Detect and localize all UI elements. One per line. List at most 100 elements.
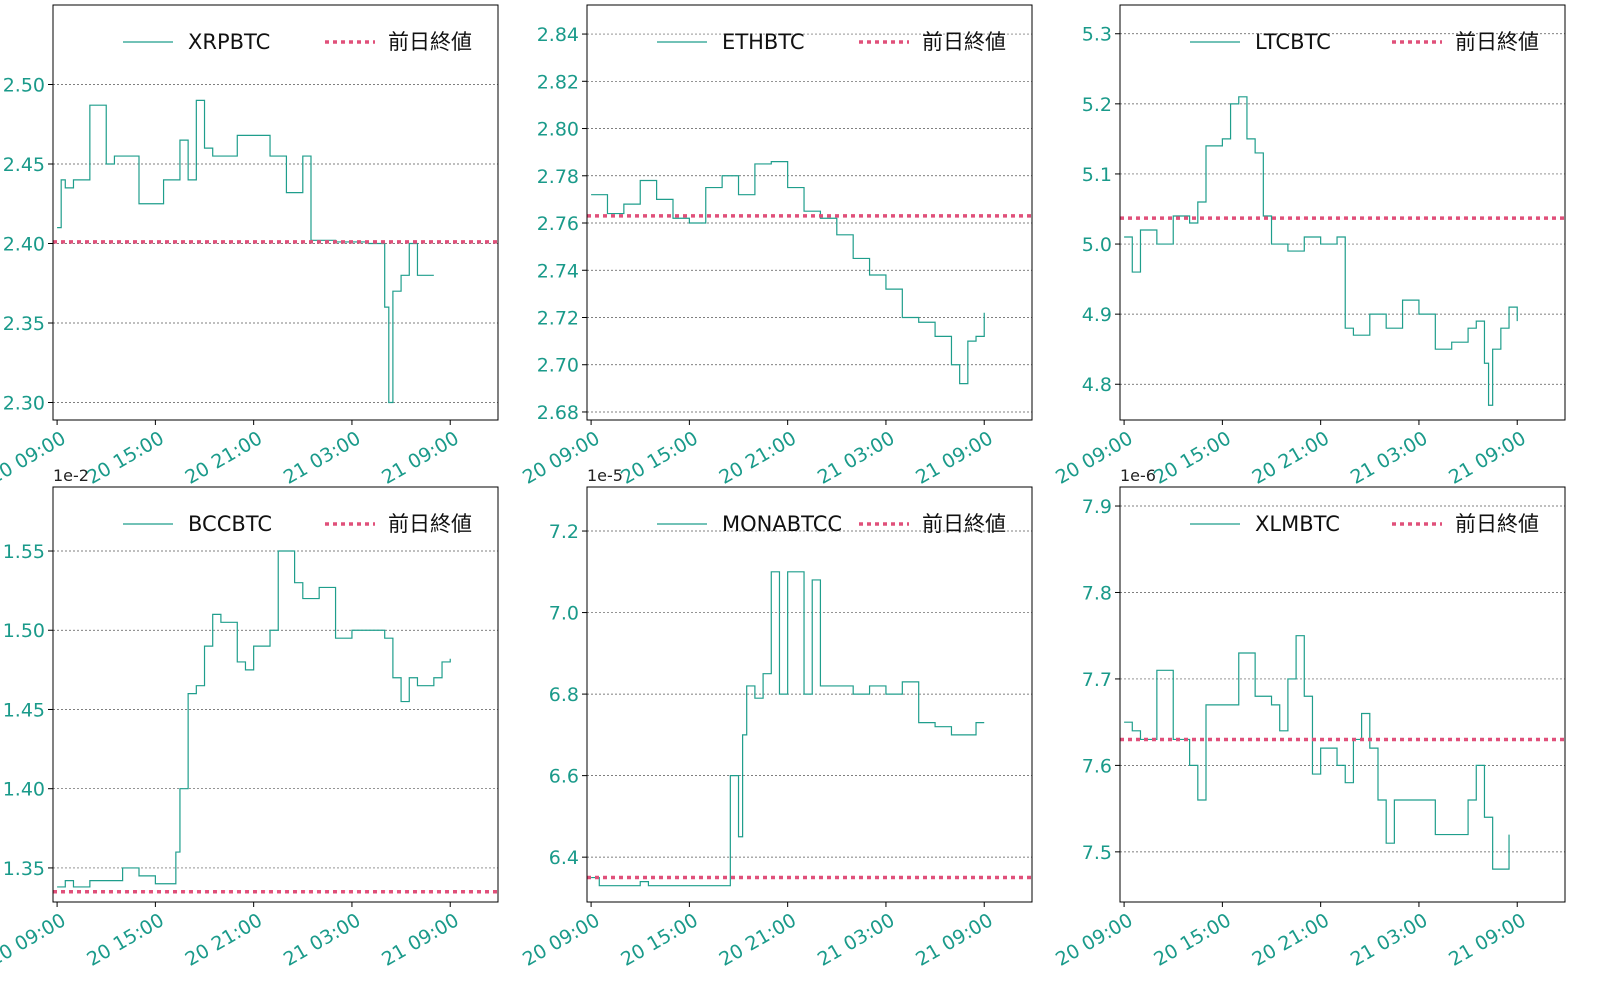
y-tick-label: 7.7 [1082,669,1112,691]
x-tick-label: 20 15:00 [83,427,168,489]
legend-label: BCCBTC [188,512,272,536]
y-tick-label: 7.6 [1082,755,1112,777]
x-tick-label: 20 21:00 [182,427,267,489]
y-tick-label: 7.8 [1082,582,1112,604]
axes-frame [586,4,1033,421]
offset-label: 1e-5 [587,466,623,485]
x-tick-label: 21 03:00 [1347,909,1432,971]
x-tick-label: 20 09:00 [1052,909,1137,971]
y-tick-label: 1.50 [3,620,45,642]
x-tick-label: 21 03:00 [280,427,365,489]
offset-label: 1e-6 [1120,466,1156,485]
y-tick-label: 2.68 [537,402,579,424]
legend-label: 前日終値 [1455,30,1539,54]
axes-frame [52,4,499,421]
legend-label: 前日終値 [388,512,472,536]
y-tick-label: 1.45 [3,699,45,721]
y-tick-label: 7.2 [549,521,579,543]
x-tick-label: 20 15:00 [83,909,168,971]
axes-frame [52,486,499,903]
price-line [1124,96,1518,406]
offset-label: 1e-2 [53,466,89,485]
x-tick-label: 21 03:00 [1347,427,1432,489]
legend-label: 前日終値 [922,30,1006,54]
legend-label: LTCBTC [1255,30,1331,54]
y-tick-label: 5.3 [1082,24,1112,46]
x-tick-label: 20 15:00 [617,909,702,971]
price-line [1124,635,1510,870]
y-tick-label: 2.45 [3,154,45,176]
y-tick-label: 2.72 [537,307,579,329]
x-tick-label: 21 09:00 [912,909,997,971]
legend-label: ETHBTC [722,30,805,54]
x-tick-label: 21 03:00 [814,427,899,489]
x-tick-label: 21 03:00 [814,909,899,971]
axes-frame [1119,486,1566,903]
legend-label: MONABTCC [722,512,842,536]
y-tick-label: 5.2 [1082,94,1112,116]
x-tick-label: 20 09:00 [0,909,70,971]
x-tick-label: 20 15:00 [1150,909,1235,971]
x-tick-label: 21 09:00 [1445,909,1530,971]
price-line [591,571,985,887]
legend-label: XRPBTC [188,30,270,54]
x-tick-label: 20 21:00 [716,427,801,489]
x-tick-label: 21 03:00 [280,909,365,971]
legend-label: 前日終値 [1455,512,1539,536]
y-tick-label: 6.4 [549,847,579,869]
price-line [591,160,985,385]
y-tick-label: 2.35 [3,313,45,335]
y-tick-label: 2.82 [537,71,579,93]
y-tick-label: 2.80 [537,119,579,141]
x-tick-label: 21 09:00 [378,909,463,971]
legend-label: 前日終値 [922,512,1006,536]
x-tick-label: 20 21:00 [1249,909,1334,971]
y-tick-label: 6.8 [549,684,579,706]
y-tick-label: 1.40 [3,779,45,801]
y-tick-label: 2.50 [3,75,45,97]
x-tick-label: 20 21:00 [1249,427,1334,489]
x-tick-label: 20 15:00 [617,427,702,489]
y-tick-label: 2.78 [537,166,579,188]
x-tick-label: 20 21:00 [182,909,267,971]
axes-frame [1119,4,1566,421]
y-tick-label: 6.6 [549,766,579,788]
x-tick-label: 21 09:00 [378,427,463,489]
subplot: 1e-5 6.4 6.6 6.8 7.0 7.2 20 09:00 20 15:00 20 21… [519,466,1033,971]
subplot: 1e-6 7.5 7.6 7.7 7.8 7.9 20 09:00 20 15:00 20 21… [1052,466,1566,971]
y-tick-label: 4.9 [1082,304,1112,326]
y-tick-label: 2.70 [537,355,579,377]
y-tick-label: 7.5 [1082,842,1112,864]
y-tick-label: 2.76 [537,213,579,235]
x-tick-label: 20 21:00 [716,909,801,971]
y-tick-label: 2.30 [3,393,45,415]
price-line [57,550,451,888]
y-tick-label: 1.55 [3,541,45,563]
y-tick-label: 7.9 [1082,496,1112,518]
legend-label: 前日終値 [388,30,472,54]
y-tick-label: 5.1 [1082,164,1112,186]
y-tick-label: 7.0 [549,603,579,625]
y-tick-label: 2.84 [537,24,579,46]
x-tick-label: 21 09:00 [912,427,997,489]
offset-label: 1e-5 [53,0,89,3]
price-line [57,99,434,404]
subplot: 1e-2 1.35 1.40 1.45 1.50 1.55 20 09:00 20 15:00… [0,466,499,971]
offset-label: 1e-3 [1120,0,1156,3]
axes-frame [586,486,1033,903]
x-tick-label: 20 15:00 [1150,427,1235,489]
subplot: 1e-2 2.68 2.70 2.72 2.74 2.76 2.78 2.80 2.82 2.84… [519,0,1033,489]
y-tick-label: 2.40 [3,234,45,256]
y-tick-label: 4.8 [1082,374,1112,396]
x-tick-label: 20 09:00 [519,909,604,971]
y-tick-label: 5.0 [1082,234,1112,256]
legend-label: XLMBTC [1255,512,1340,536]
offset-label: 1e-2 [587,0,623,3]
y-tick-label: 2.74 [537,260,579,282]
x-tick-label: 21 09:00 [1445,427,1530,489]
y-tick-label: 1.35 [3,858,45,880]
